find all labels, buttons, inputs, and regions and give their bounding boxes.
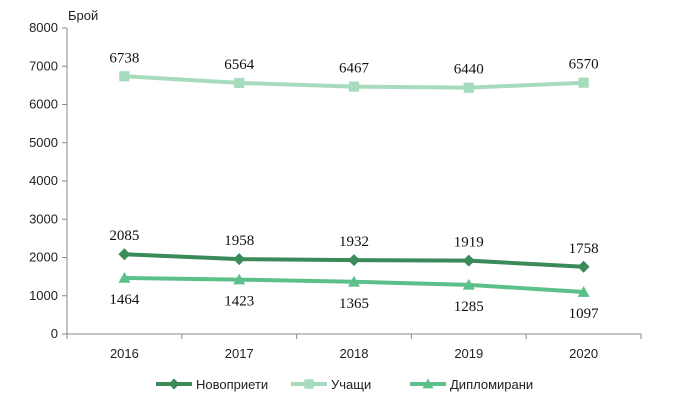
series-Новоприети: 2085 1958 1932 1919 1758: [109, 228, 599, 273]
legend-swatch-marker: [304, 379, 314, 389]
data-point-marker: [119, 71, 130, 82]
data-label: 1464: [109, 292, 140, 308]
legend-label: Новоприети: [196, 377, 268, 392]
y-tick-label: 0: [51, 326, 58, 341]
legend-item: Дипломирани: [410, 377, 533, 392]
x-tick-label: 2017: [225, 346, 254, 361]
data-point-marker: [577, 260, 590, 273]
data-point-marker: [462, 278, 475, 290]
y-axis-title: Брой: [68, 8, 98, 23]
data-point-marker: [462, 254, 475, 267]
data-label: 6467: [339, 61, 370, 77]
data-label: 1919: [454, 235, 484, 251]
data-label: 1365: [339, 296, 369, 312]
data-label: 1932: [339, 234, 369, 250]
data-point-marker: [463, 82, 474, 93]
legend-label: Дипломирани: [450, 377, 533, 392]
data-label: 6738: [109, 50, 139, 66]
data-point-marker: [578, 77, 589, 88]
x-tick-label: 2016: [110, 346, 139, 361]
data-point-marker: [118, 248, 131, 261]
data-point-marker: [233, 273, 246, 285]
y-tick-label: 5000: [29, 135, 58, 150]
data-point-marker: [348, 275, 360, 287]
legend-item: Новоприети: [156, 377, 268, 392]
x-tick-label: 2019: [454, 346, 483, 361]
x-tick-label: 2020: [569, 346, 598, 361]
y-tick-label: 4000: [29, 173, 58, 188]
data-point-marker: [234, 77, 245, 89]
y-tick-label: 6000: [29, 97, 58, 112]
y-tick-label: 7000: [29, 58, 58, 73]
legend-swatch-marker: [168, 378, 180, 390]
series-Дипломирани: 1464 1423 1365 1285 1097: [109, 272, 599, 322]
data-label: 2085: [109, 228, 139, 244]
data-point-marker: [118, 272, 131, 283]
series-layer: 2085 1958 1932 1919 1758 6738 6564 6467 6440 6570…: [109, 50, 599, 322]
data-point-marker: [348, 254, 360, 267]
data-label: 6440: [454, 62, 484, 78]
data-label: 6564: [224, 57, 255, 73]
y-tick-label: 2000: [29, 250, 58, 265]
data-label: 1097: [569, 306, 600, 322]
data-point-marker: [577, 286, 590, 297]
data-label: 1285: [454, 299, 484, 315]
x-axis: 2016 2017 2018 2019 2020: [66, 333, 642, 361]
y-tick-label: 8000: [29, 20, 58, 35]
legend: Новоприети Учащи Дипломирани: [156, 377, 533, 392]
y-tick-label: 3000: [29, 211, 58, 226]
data-point-marker: [233, 253, 246, 266]
data-label: 1758: [569, 241, 599, 257]
series-Учащи: 6738 6564 6467 6440 6570: [109, 50, 599, 93]
x-tick-label: 2018: [340, 346, 369, 361]
data-label: 6570: [569, 57, 599, 73]
y-axis: 0 1000 2000 3000 4000 5000 6000 7000 8000: [29, 20, 68, 341]
data-point-marker: [348, 81, 360, 92]
data-label: 1423: [224, 294, 254, 310]
legend-item: Учащи: [291, 377, 371, 392]
legend-swatch-marker: [422, 378, 434, 389]
y-tick-label: 1000: [29, 288, 58, 303]
legend-label: Учащи: [331, 377, 371, 392]
data-label: 1958: [224, 233, 254, 249]
